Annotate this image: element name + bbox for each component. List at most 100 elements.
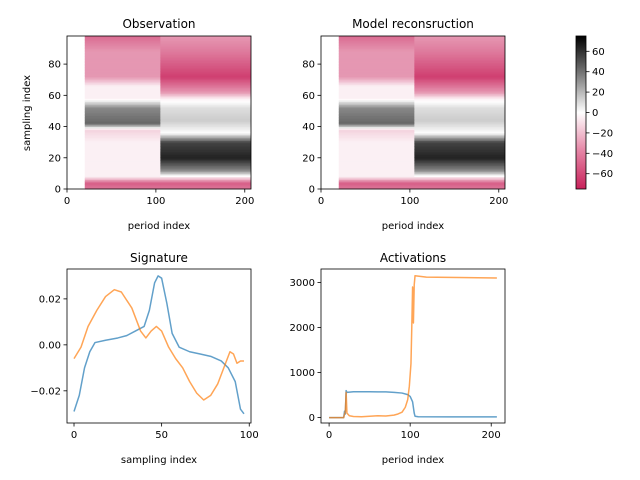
observation-cell-before <box>84 162 161 165</box>
observation-cell-after <box>160 51 251 54</box>
reconstruction-cell-after <box>414 154 505 157</box>
observation-cell-before <box>84 106 161 109</box>
observation-cell-after <box>160 164 251 166</box>
reconstruction-cell-after <box>414 67 505 70</box>
signature-frame <box>66 268 252 424</box>
observation-cell-after <box>160 64 251 67</box>
observation-cell-after <box>160 143 251 146</box>
observation-cell-after <box>160 148 251 151</box>
reconstruction-cell-after <box>414 62 505 65</box>
reconstruction-cell-after <box>414 168 505 171</box>
observation-cell-after <box>160 134 251 137</box>
observation-ytick-label: 80 <box>48 60 61 71</box>
observation-cell-after <box>160 93 251 96</box>
reconstruction-cell-after <box>414 78 505 81</box>
reconstruction-cell-after <box>414 37 505 40</box>
observation-xtick-label: 200 <box>235 196 254 207</box>
observation-cell-after <box>160 110 251 113</box>
reconstruction-cell-before <box>338 67 415 70</box>
reconstruction-cell-after <box>414 79 505 82</box>
reconstruction-cell-before <box>338 85 415 88</box>
reconstruction-cell-before <box>338 187 415 190</box>
observation-cell-before <box>84 84 161 87</box>
reconstruction-cell-before <box>338 68 415 71</box>
observation-cell-before <box>84 110 161 113</box>
reconstruction-cell-after <box>414 73 505 76</box>
observation-cell-after <box>160 132 251 135</box>
observation-cell-before <box>84 121 161 124</box>
reconstruction-title: Model reconsruction <box>352 17 474 31</box>
reconstruction-cell-before <box>338 178 415 181</box>
observation-xlabel: period index <box>128 221 190 232</box>
reconstruction-cell-after <box>414 173 505 176</box>
observation-cell-before <box>84 137 161 140</box>
observation-cell-before <box>84 85 161 88</box>
reconstruction-cell-before <box>338 109 415 112</box>
observation-cell-before <box>84 62 161 65</box>
reconstruction-cell-before <box>338 179 415 182</box>
colorbar-ytick-label: −40 <box>592 149 613 160</box>
reconstruction-cell-after <box>414 153 505 156</box>
observation-cell-after <box>160 73 251 76</box>
observation-cell-after <box>160 76 251 79</box>
signature-ytick-label: 0.00 <box>39 340 61 351</box>
reconstruction-cell-after <box>414 39 505 42</box>
observation-ytick-label: 40 <box>48 122 61 133</box>
reconstruction-cell-after <box>414 107 505 110</box>
signature-xlabel: sampling index <box>121 455 197 466</box>
observation-cell-after <box>160 107 251 110</box>
observation-cell-before <box>84 76 161 79</box>
reconstruction-cell-before <box>338 167 415 170</box>
reconstruction-xlabel: period index <box>382 221 444 232</box>
observation-cell-before <box>84 75 161 77</box>
observation-cell-before <box>84 134 161 137</box>
observation-cell-after <box>160 123 251 126</box>
reconstruction-cell-after <box>414 114 505 117</box>
observation-cell-after <box>160 42 251 45</box>
reconstruction-cell-before <box>338 118 415 121</box>
observation-cell-before <box>84 50 161 53</box>
observation-cell-before <box>84 185 161 188</box>
observation-cell-after <box>160 59 251 62</box>
reconstruction-cell-after <box>414 93 505 96</box>
signature-ytick-label: −0.02 <box>30 386 61 397</box>
reconstruction-cell-after <box>414 149 505 152</box>
observation-cell-after <box>160 179 251 182</box>
reconstruction-cell-before <box>338 78 415 81</box>
reconstruction-cell-before <box>338 184 415 187</box>
observation-cell-after <box>160 70 251 73</box>
reconstruction-cell-before <box>338 42 415 45</box>
observation-cell-before <box>84 170 161 173</box>
reconstruction-cell-after <box>414 171 505 174</box>
observation-cell-after <box>160 167 251 170</box>
observation-ytick-label: 20 <box>48 153 61 164</box>
reconstruction-cell-after <box>414 137 505 140</box>
observation-cell-after <box>160 117 251 120</box>
reconstruction-cell-before <box>338 159 415 162</box>
observation-cell-before <box>84 156 161 159</box>
observation-cell-after <box>160 153 251 156</box>
observation-cell-after <box>160 101 251 104</box>
reconstruction-cell-after <box>414 106 505 109</box>
reconstruction-cell-before <box>338 90 415 93</box>
reconstruction-ytick-label: 20 <box>302 153 315 164</box>
observation-cell-before <box>84 57 161 60</box>
observation-cell-after <box>160 126 251 129</box>
observation-cell-before <box>84 187 161 190</box>
observation-cell-before <box>84 100 161 102</box>
reconstruction-cell-before <box>338 75 415 77</box>
observation-cell-before <box>84 90 161 93</box>
observation-cell-before <box>84 159 161 162</box>
observation-cell-before <box>84 112 161 115</box>
reconstruction-cell-before <box>338 101 415 104</box>
observation-cell-before <box>84 82 161 85</box>
colorbar-ytick-label: 40 <box>592 67 605 78</box>
reconstruction-cell-before <box>338 112 415 115</box>
observation-cell-before <box>84 146 161 149</box>
reconstruction-heatmap: 0 100 200 0 20 40 60 80 <box>302 35 508 207</box>
observation-cell-after <box>160 106 251 109</box>
reconstruction-cell-before <box>338 57 415 60</box>
reconstruction-cell-after <box>414 85 505 88</box>
activations-xtick-label: 100 <box>401 430 420 441</box>
